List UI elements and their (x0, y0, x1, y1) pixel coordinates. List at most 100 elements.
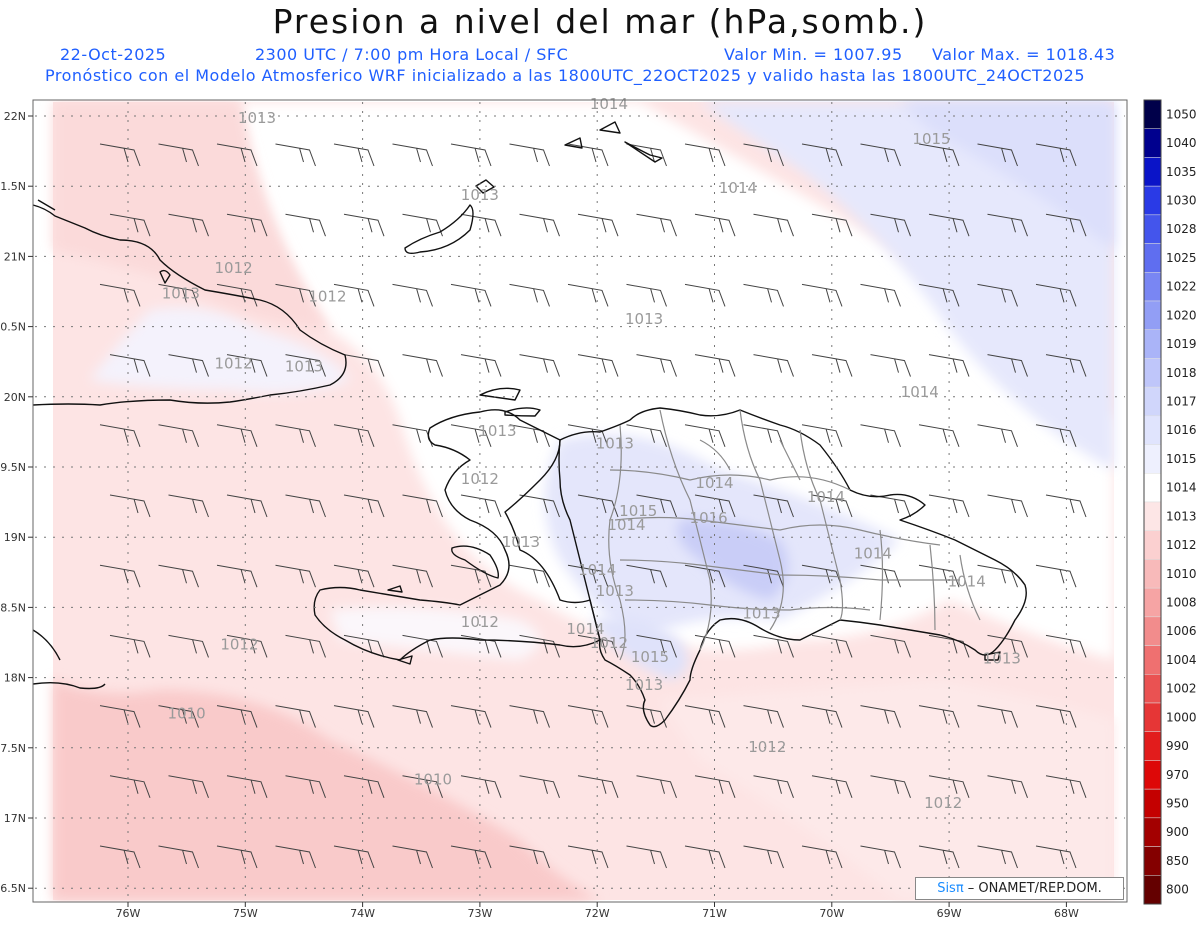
colorbar-label: 1014 (1166, 481, 1197, 495)
colorbar-label: 1028 (1166, 222, 1197, 236)
contour-label: 1015 (631, 648, 669, 666)
haiti-cayemites-coast (387, 585, 413, 665)
wind-barb (918, 283, 960, 307)
wind-barb (577, 775, 619, 798)
great-inagua-coast (404, 204, 474, 255)
wind-barb (684, 564, 726, 588)
wind-barb (694, 634, 736, 658)
wind-barb (977, 143, 1018, 167)
wind-barb (402, 494, 443, 518)
field-se-1012 (660, 680, 1114, 900)
lat-tick-label: 19N (4, 531, 26, 544)
wind-barb (450, 424, 492, 447)
colorbar-swatch (1143, 875, 1162, 905)
lat-tick-label: 8.5N (0, 601, 26, 614)
colorbar-label: 1012 (1166, 538, 1197, 552)
wind-barb (460, 354, 502, 377)
jamaica-coast (32, 629, 106, 690)
wind-barb (216, 845, 258, 869)
wind-barb (216, 143, 258, 167)
wind-barb (918, 705, 960, 728)
contour-label: 1015 (619, 502, 657, 520)
wind-barb (460, 775, 502, 798)
wind-barb (860, 845, 901, 869)
wind-barb (694, 775, 736, 798)
lat-tick-label: 6.5N (0, 882, 26, 895)
contour-label: 1013 (596, 582, 634, 600)
field-sw-peninsula (590, 617, 688, 680)
contour-label: 1012 (214, 259, 252, 277)
colorbar-swatch (1143, 674, 1162, 704)
wind-barb (684, 283, 726, 307)
contour-label: 1012 (461, 470, 499, 488)
wind-barb (519, 354, 560, 377)
little-inagua-coast (475, 179, 495, 194)
wind-barb (226, 775, 268, 798)
wind-barb (460, 634, 502, 658)
wind-barb (1035, 424, 1077, 447)
wind-barb (216, 705, 258, 728)
wind-barb (216, 564, 258, 588)
wind-barb (987, 494, 1028, 518)
colorbar-swatch (1143, 358, 1162, 388)
wind-barb (402, 354, 443, 377)
colorbar-swatch (1143, 731, 1162, 761)
coastlines (32, 121, 1027, 728)
wind-barb (168, 213, 209, 237)
wind-barb (343, 213, 385, 237)
model-info: Pronóstico con el Modelo Atmosferico WRF… (45, 66, 1086, 85)
wind-barb (519, 494, 560, 518)
colorbar-swatch (1143, 817, 1162, 847)
wind-barb (567, 845, 609, 869)
wind-barb (977, 283, 1018, 307)
wind-barb (811, 634, 853, 658)
wind-barb (519, 775, 560, 798)
wind-barb (626, 424, 667, 447)
colorbar-label: 1035 (1166, 165, 1197, 179)
wind-barb (1035, 143, 1077, 167)
colorbar-label: 1004 (1166, 653, 1197, 667)
wind-barb (519, 213, 560, 237)
wind-barb (636, 494, 677, 518)
lat-lon-grid (35, 102, 1125, 900)
colorbar-swatch (1143, 185, 1162, 216)
contour-label: 1013 (983, 650, 1021, 668)
wind-barb (928, 213, 970, 237)
wind-barb (870, 775, 911, 798)
colorbar-label: 1015 (1166, 452, 1197, 466)
lon-tick-label: 70W (819, 907, 844, 920)
wind-barb (684, 705, 726, 728)
credit-box: Sisπ – ONAMET/REP.DOM. (915, 877, 1124, 900)
wind-barb (99, 424, 141, 447)
field-1010-region (53, 680, 600, 900)
contour-label: 1012 (748, 738, 786, 756)
wind-barb (509, 564, 550, 588)
wind-barb (870, 634, 911, 658)
wind-barb (343, 494, 385, 518)
wind-barb (158, 845, 199, 869)
wind-barb (860, 283, 901, 307)
wind-barb (460, 494, 502, 518)
wind-barb (626, 283, 667, 307)
wind-barb (743, 845, 784, 869)
wind-barb (216, 424, 258, 447)
wind-barb (275, 705, 316, 728)
wind-barb (275, 845, 316, 869)
colorbar: 1050 1040 1035 1030 1028 1025 1022 1020 1019 1018… (1143, 99, 1197, 905)
contour-label: 1013 (461, 186, 499, 204)
wind-barb (392, 564, 433, 588)
colorbar-label: 800 (1166, 883, 1189, 897)
wind-barb (1035, 705, 1077, 728)
colorbar-swatch (1143, 415, 1162, 445)
wind-barb (977, 424, 1018, 447)
wind-barb (333, 705, 375, 728)
colorbar-label: 850 (1166, 854, 1189, 868)
max-value: Valor Max. = 1018.43 (932, 45, 1116, 64)
colorbar-swatch (1143, 616, 1162, 646)
wind-barb (743, 424, 784, 447)
colorbar-label: 1016 (1166, 423, 1197, 437)
mayaguana-coast (479, 387, 521, 401)
colorbar-swatch (1143, 386, 1162, 417)
wind-barb (109, 634, 151, 658)
lat-tick-label: 18N (4, 672, 26, 685)
